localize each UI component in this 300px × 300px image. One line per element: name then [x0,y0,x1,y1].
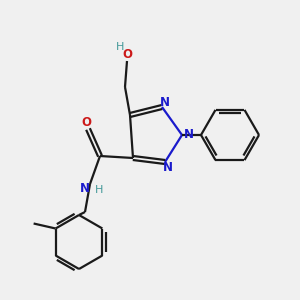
Text: N: N [160,96,170,109]
Text: O: O [122,48,133,61]
Text: H: H [116,42,124,52]
Text: N: N [184,128,194,140]
Text: N: N [163,160,173,173]
Text: H: H [95,185,103,195]
Text: N: N [80,182,90,194]
Text: O: O [81,116,91,128]
